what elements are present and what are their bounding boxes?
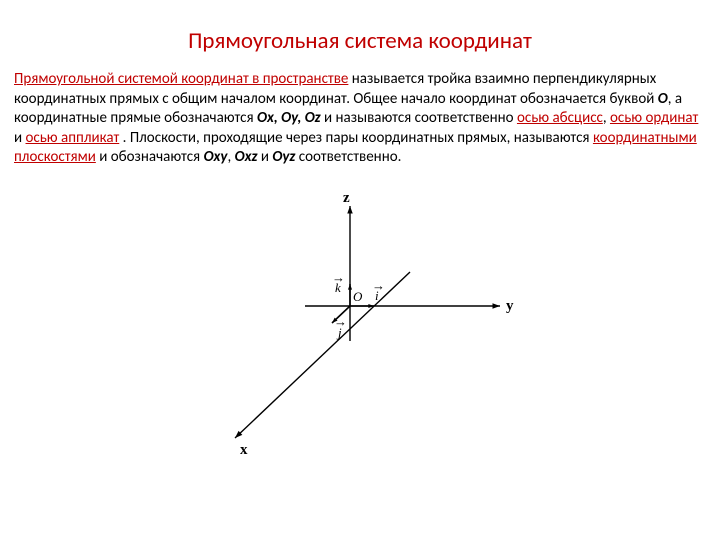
- t10: и: [14, 129, 26, 147]
- t18: и: [257, 148, 272, 166]
- plane-oyz: Oyz: [272, 148, 295, 166]
- body-paragraph: Прямоугольной системой координат в прост…: [14, 70, 706, 168]
- term-abscissa: осью абсцисс: [517, 109, 603, 127]
- svg-text:O: O: [353, 289, 363, 304]
- axes-names: Ox, Oy, Oz: [257, 109, 321, 127]
- diagram-container: zyxO→k→i→j: [14, 186, 706, 476]
- term-ordinate: осью ординат: [610, 109, 698, 127]
- plane-oxz: Oxz: [235, 148, 258, 166]
- svg-text:k: k: [335, 280, 341, 295]
- plane-oxy: Oxy: [204, 148, 228, 166]
- svg-text:y: y: [506, 298, 514, 314]
- term-system: Прямоугольной системой координат в прост…: [14, 70, 348, 88]
- page-title: Прямоугольная система координат: [14, 27, 706, 55]
- svg-text:i: i: [375, 288, 379, 303]
- t12: . Плоскости, проходящие через пары коорд…: [119, 129, 593, 147]
- t6: и называются соответственно: [321, 109, 517, 127]
- t16: ,: [227, 148, 234, 166]
- svg-text:z: z: [343, 190, 350, 206]
- t20: соответственно.: [295, 148, 401, 166]
- axes-diagram: zyxO→k→i→j: [200, 186, 520, 476]
- term-applicate: осью аппликат: [26, 129, 120, 147]
- t8: ,: [603, 109, 610, 127]
- letter-O: O: [658, 90, 668, 108]
- svg-text:x: x: [240, 442, 248, 458]
- t14: и обозначаются: [96, 148, 204, 166]
